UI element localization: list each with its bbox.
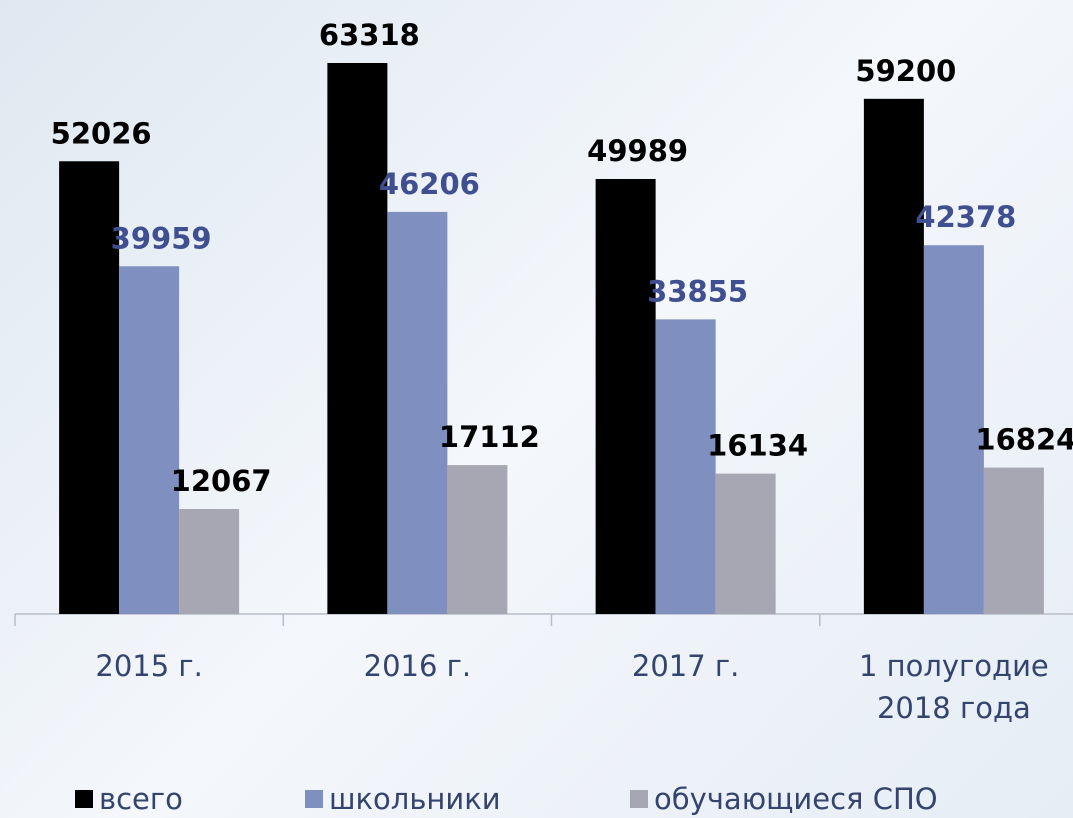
data-label: 33855 xyxy=(647,274,748,308)
legend-swatch xyxy=(75,790,93,808)
legend-label: всего xyxy=(99,782,183,816)
bar xyxy=(923,245,984,615)
bar xyxy=(327,63,388,614)
data-label: 42378 xyxy=(915,200,1016,234)
x-tick-label: 1 полугодие 2018 года xyxy=(858,649,1049,725)
data-label: 46206 xyxy=(379,167,480,201)
legend-swatch xyxy=(630,790,648,808)
data-label: 63318 xyxy=(319,18,420,52)
bar xyxy=(863,98,924,615)
legend-label: школьники xyxy=(329,782,501,816)
data-label: 59200 xyxy=(855,54,956,88)
bar xyxy=(179,508,240,614)
data-label: 12067 xyxy=(171,464,272,498)
legend-item: школьники xyxy=(305,782,501,816)
data-label: 52026 xyxy=(51,116,152,150)
bar xyxy=(447,465,508,614)
bar xyxy=(983,467,1044,614)
bar xyxy=(119,266,180,614)
bar xyxy=(715,473,776,614)
bar xyxy=(655,319,716,614)
x-tick-label: 2016 г. xyxy=(363,649,472,683)
legend-swatch xyxy=(305,790,323,808)
data-label: 49989 xyxy=(587,134,688,168)
bar xyxy=(595,178,656,614)
legend-label: обучающиеся СПО xyxy=(654,782,938,816)
legend-item: всего xyxy=(75,782,183,816)
data-label: 39959 xyxy=(111,221,212,255)
x-tick-label: 2017 г. xyxy=(631,649,740,683)
data-label: 16134 xyxy=(707,429,808,463)
x-tick-label: 2015 г. xyxy=(95,649,203,683)
bar xyxy=(59,161,120,614)
data-label: 16824 xyxy=(975,423,1073,457)
data-label: 17112 xyxy=(439,420,540,454)
bar xyxy=(387,211,448,614)
legend-item: обучающиеся СПО xyxy=(630,782,938,816)
